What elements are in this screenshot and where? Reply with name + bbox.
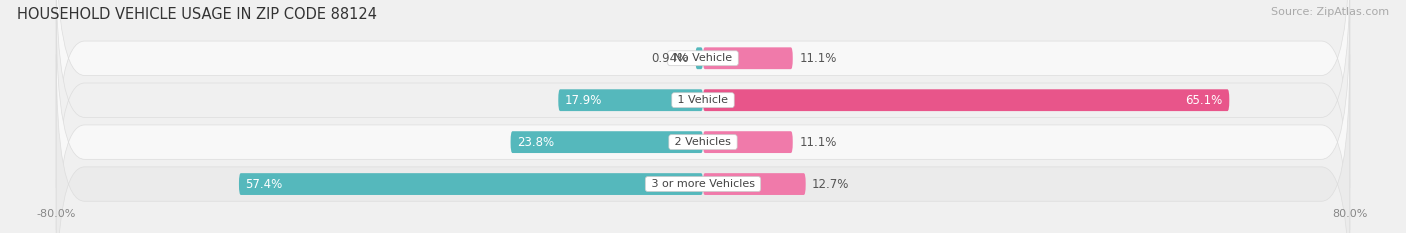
FancyBboxPatch shape	[56, 0, 1350, 230]
FancyBboxPatch shape	[703, 173, 806, 195]
Text: 1 Vehicle: 1 Vehicle	[675, 95, 731, 105]
FancyBboxPatch shape	[56, 55, 1350, 233]
FancyBboxPatch shape	[510, 131, 703, 153]
FancyBboxPatch shape	[558, 89, 703, 111]
Text: 2 Vehicles: 2 Vehicles	[671, 137, 735, 147]
Text: 11.1%: 11.1%	[799, 52, 837, 65]
Text: No Vehicle: No Vehicle	[671, 53, 735, 63]
Text: 57.4%: 57.4%	[246, 178, 283, 191]
Text: 0.94%: 0.94%	[652, 52, 689, 65]
Text: 3 or more Vehicles: 3 or more Vehicles	[648, 179, 758, 189]
Text: 65.1%: 65.1%	[1185, 94, 1223, 107]
FancyBboxPatch shape	[703, 47, 793, 69]
FancyBboxPatch shape	[239, 173, 703, 195]
Text: HOUSEHOLD VEHICLE USAGE IN ZIP CODE 88124: HOUSEHOLD VEHICLE USAGE IN ZIP CODE 8812…	[17, 7, 377, 22]
FancyBboxPatch shape	[703, 131, 793, 153]
FancyBboxPatch shape	[56, 13, 1350, 233]
FancyBboxPatch shape	[56, 0, 1350, 188]
FancyBboxPatch shape	[703, 89, 1229, 111]
Text: 11.1%: 11.1%	[799, 136, 837, 149]
Text: 23.8%: 23.8%	[517, 136, 554, 149]
Text: Source: ZipAtlas.com: Source: ZipAtlas.com	[1271, 7, 1389, 17]
FancyBboxPatch shape	[696, 47, 703, 69]
Text: 17.9%: 17.9%	[565, 94, 602, 107]
Text: 12.7%: 12.7%	[813, 178, 849, 191]
